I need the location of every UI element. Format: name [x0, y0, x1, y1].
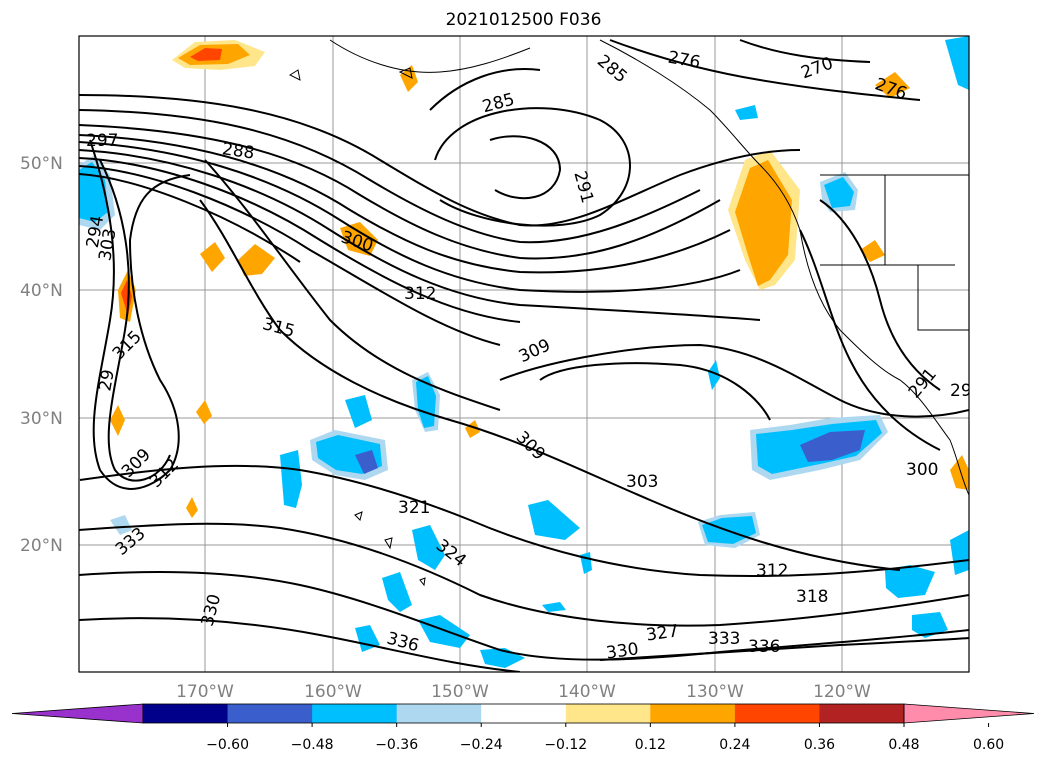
- contour-label: 336: [748, 637, 780, 657]
- lon-label: 140°W: [558, 682, 616, 702]
- height-contours: [79, 39, 969, 672]
- latitude-labels: 50°N 40°N 30°N 20°N: [20, 154, 63, 556]
- contour-label: 312: [756, 561, 788, 581]
- colorbar-segment: [650, 704, 736, 723]
- colorbar-tick-label: 0.36: [804, 737, 835, 753]
- contour-label: 300: [906, 460, 938, 480]
- lat-label: 40°N: [20, 281, 63, 301]
- colorbar-tick-label: −0.60: [206, 737, 249, 753]
- contour-label: 318: [796, 587, 828, 607]
- lon-label: 160°W: [304, 682, 362, 702]
- colorbar-segment: [734, 704, 820, 723]
- shaded-fields: [79, 36, 969, 668]
- colorbar-tick-label: 0.12: [635, 737, 666, 753]
- contour-label: 288: [221, 139, 256, 163]
- lon-label: 130°W: [686, 682, 744, 702]
- lat-label: 20°N: [20, 536, 63, 556]
- lat-label: 30°N: [20, 409, 63, 429]
- colorbar-tick-label: −0.48: [291, 737, 334, 753]
- plot-frame: [78, 35, 970, 673]
- contour-label: 327: [645, 621, 680, 645]
- colorbar-segment: [312, 704, 398, 723]
- colorbar: −0.60 −0.48 −0.36 −0.24 −0.12 0.12 0.24 0.36 0.4…: [11, 703, 1035, 753]
- colorbar-segment: [396, 704, 482, 723]
- contour-label: 303: [626, 472, 658, 492]
- lon-label: 120°W: [813, 682, 871, 702]
- colorbar-segment: [565, 704, 651, 723]
- colorbar-extend-low: [11, 703, 144, 724]
- contour-label: 330: [605, 639, 640, 663]
- colorbar-tick-label: 0.24: [719, 737, 750, 753]
- lon-label: 170°W: [176, 682, 234, 702]
- longitude-labels: 170°W 160°W 150°W 140°W 130°W 120°W: [176, 682, 871, 702]
- colorbar-tick-label: 0.48: [888, 737, 919, 753]
- colorbar-tick-label: −0.12: [544, 737, 587, 753]
- contour-label: 297: [86, 131, 118, 151]
- colorbar-extend-high: [903, 703, 1035, 724]
- coastlines: [288, 39, 969, 587]
- map-title: 2021012500 F036: [445, 10, 602, 30]
- colorbar-frame: [142, 703, 905, 724]
- colorbar-tick-label: −0.24: [460, 737, 503, 753]
- contour-label: 333: [708, 629, 740, 649]
- contour-label: 29: [950, 381, 972, 401]
- lat-label: 50°N: [20, 154, 63, 174]
- colorbar-tick-label: −0.36: [375, 737, 418, 753]
- colorbar-segment: [481, 704, 567, 723]
- colorbar-tick-label: 0.60: [973, 737, 1004, 753]
- contour-label: 321: [398, 498, 430, 518]
- contour-label: 29: [95, 368, 118, 393]
- lon-label: 150°W: [431, 682, 489, 702]
- colorbar-segment: [143, 704, 229, 723]
- contour-label: 312: [404, 284, 436, 304]
- colorbar-segment: [819, 704, 905, 723]
- colorbar-segment: [227, 704, 313, 723]
